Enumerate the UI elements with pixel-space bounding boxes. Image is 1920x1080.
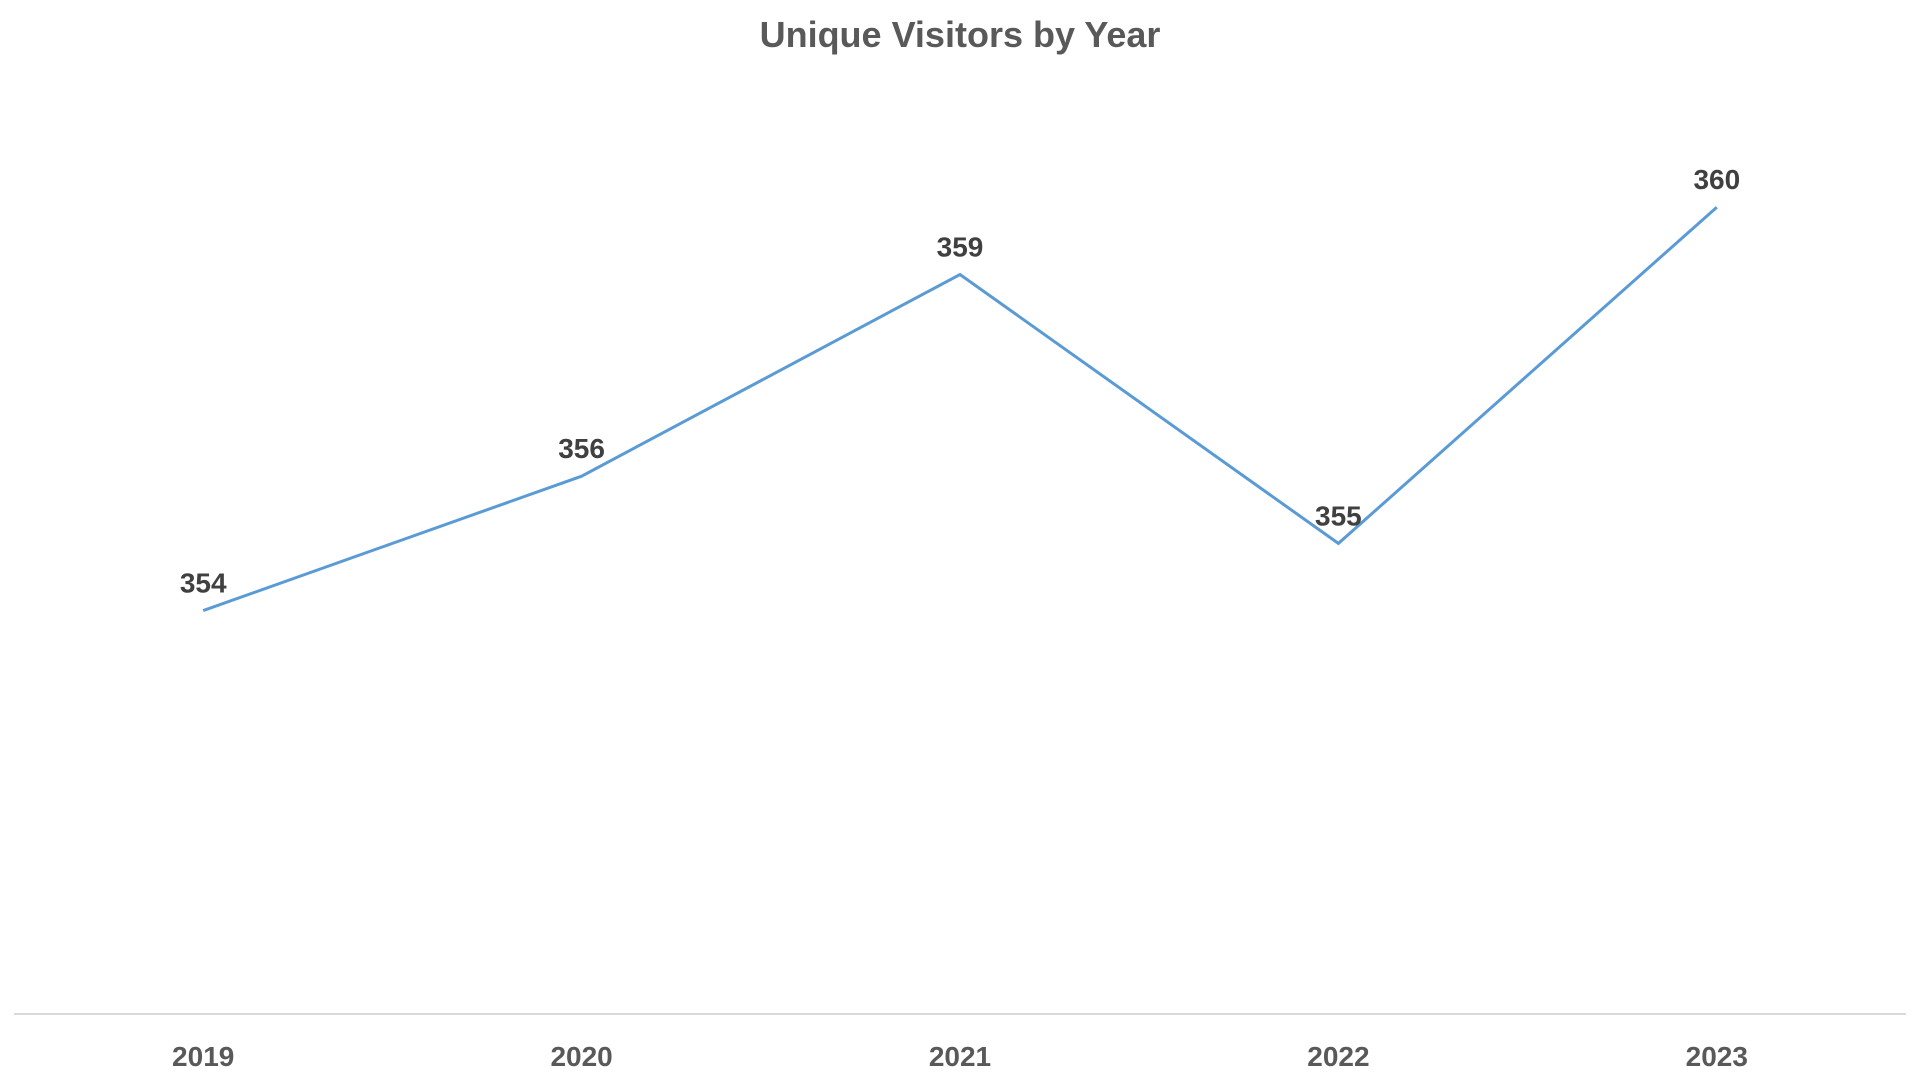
data-label-2019: 354 — [180, 568, 227, 599]
x-tick-label-2019: 2019 — [172, 1041, 234, 1072]
data-label-2023: 360 — [1693, 164, 1740, 195]
x-tick-labels-group: 2019 2020 2021 2022 2023 — [172, 1041, 1748, 1072]
x-tick-label-2020: 2020 — [550, 1041, 612, 1072]
data-label-2021: 359 — [937, 231, 984, 262]
data-labels-group: 354 356 359 355 360 — [180, 164, 1740, 598]
chart-title: Unique Visitors by Year — [759, 14, 1161, 55]
x-tick-label-2022: 2022 — [1307, 1041, 1369, 1072]
series-group — [202, 206, 1718, 613]
x-tick-label-2023: 2023 — [1686, 1041, 1748, 1072]
series-line — [202, 206, 1718, 613]
x-tick-label-2021: 2021 — [929, 1041, 991, 1072]
data-label-2022: 355 — [1315, 500, 1362, 531]
data-label-2020: 356 — [558, 433, 605, 464]
